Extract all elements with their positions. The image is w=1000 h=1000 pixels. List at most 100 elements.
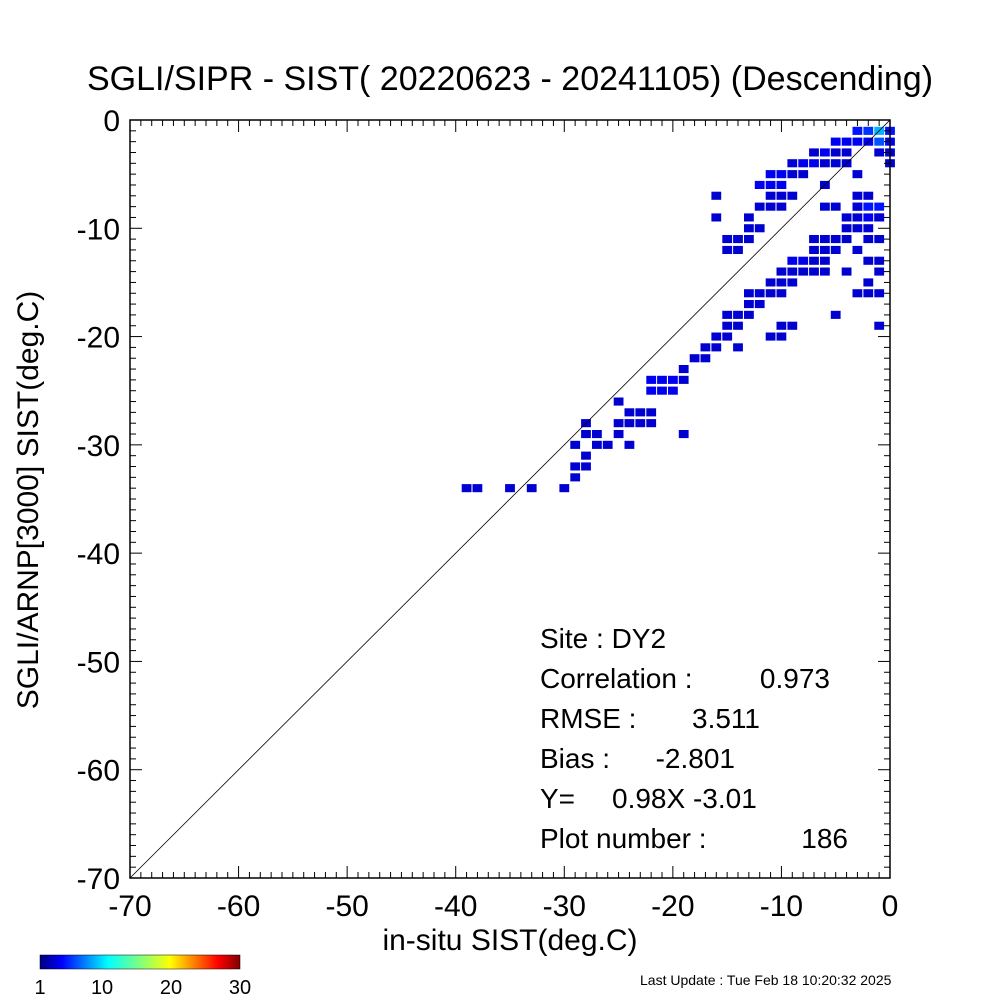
stat-value: 0.973	[760, 663, 830, 694]
heatmap-bin	[809, 159, 819, 168]
heatmap-bin	[733, 321, 743, 330]
heatmap-bin	[776, 191, 787, 200]
heatmap-bin	[700, 354, 711, 363]
y-tick-label: -20	[77, 322, 120, 355]
heatmap-bin	[820, 256, 830, 265]
heatmap-bin	[657, 375, 667, 384]
heatmap-bin	[754, 180, 765, 189]
heatmap-bin	[820, 148, 830, 157]
heatmap-bin	[841, 235, 852, 244]
heatmap-bin	[722, 235, 733, 244]
last-update-text: Last Update : Tue Feb 18 10:20:32 2025	[640, 972, 892, 988]
heatmap-bin	[809, 267, 819, 276]
heatmap-bin	[765, 202, 776, 211]
heatmap-bin	[863, 256, 874, 265]
heatmap-bin	[852, 191, 863, 200]
colorbar	[39, 954, 241, 970]
heatmap-bin	[841, 148, 852, 157]
heatmap-bin	[852, 213, 863, 222]
heatmap-bin	[787, 267, 798, 276]
heatmap-bin	[624, 419, 635, 428]
heatmap-bin	[776, 267, 787, 276]
heatmap-bin	[776, 332, 787, 341]
heatmap-bin	[754, 202, 765, 211]
stat-label: RMSE :	[540, 703, 636, 734]
heatmap-bin	[841, 137, 852, 146]
heatmap-bin	[722, 321, 733, 330]
heatmap-bin	[863, 213, 874, 222]
heatmap-bin	[809, 235, 819, 244]
heatmap-bin	[863, 278, 874, 287]
x-tick-label: -20	[651, 890, 694, 923]
heatmap-bin	[526, 484, 537, 493]
heatmap-bin	[787, 321, 798, 330]
heatmap-bin	[874, 137, 885, 146]
heatmap-bin	[581, 451, 591, 460]
heatmap-bin	[852, 170, 863, 179]
y-tick-label: 0	[103, 105, 120, 138]
heatmap-bin	[461, 484, 472, 493]
y-tick-label: -70	[77, 863, 120, 896]
x-tick-label: -60	[217, 890, 260, 923]
x-tick-label: -30	[543, 890, 586, 923]
stat-label: Y=	[540, 783, 575, 814]
heatmap-bin	[646, 375, 657, 384]
heatmap-bin	[787, 278, 798, 287]
heatmap-bin	[798, 267, 809, 276]
heatmap-bin	[863, 126, 874, 135]
heatmap-bin	[711, 332, 722, 341]
heatmap-bin	[624, 440, 635, 449]
heatmap-bin	[863, 202, 874, 211]
x-tick-label: 0	[882, 890, 899, 923]
heatmap-bin	[559, 484, 570, 493]
stat-value: 3.511	[692, 703, 760, 734]
heatmap-bin	[809, 245, 819, 254]
heatmap-bin	[765, 180, 776, 189]
heatmap-bin	[863, 235, 874, 244]
heatmap-bin	[570, 473, 581, 482]
heatmap-bin	[592, 440, 602, 449]
heatmap-bin	[722, 245, 733, 254]
heatmap-bin	[863, 191, 874, 200]
colorbar-tick-label: 1	[34, 977, 45, 999]
heatmap-bin	[722, 332, 733, 341]
heatmap-bin	[635, 408, 646, 417]
heatmap-bin	[711, 191, 722, 200]
heatmap-bin	[744, 224, 754, 233]
x-tick-label: -40	[434, 890, 477, 923]
heatmap-bin	[874, 202, 885, 211]
stat-label: Plot number :	[540, 823, 707, 854]
heatmap-bin	[613, 419, 624, 428]
stat-label: Bias :	[540, 743, 610, 774]
heatmap-bin	[852, 137, 863, 146]
colorbar-tick-labels: 1 10 20 30	[34, 977, 251, 999]
y-tick-label: -60	[77, 755, 120, 788]
heatmap-bin	[798, 159, 809, 168]
heatmap-bin	[570, 440, 581, 449]
heatmap-bin	[787, 159, 798, 168]
heatmap-bin	[776, 170, 787, 179]
heatmap-bin	[776, 180, 787, 189]
heatmap-bin	[787, 170, 798, 179]
heatmap-bin	[830, 137, 841, 146]
heatmap-bin	[744, 235, 754, 244]
heatmap-bin	[809, 256, 819, 265]
heatmap-bin	[733, 245, 743, 254]
heatmap-bin	[472, 484, 483, 493]
heatmap-bin	[733, 235, 743, 244]
heatmap-bin	[863, 224, 874, 233]
heatmap-bin	[830, 148, 841, 157]
heatmap-bin	[722, 310, 733, 319]
y-axis-label: SGLI/ARNP[3000] SIST(deg.C)	[12, 291, 45, 710]
y-axis-tick-labels: 0 -10 -20 -30 -40 -50 -60 -70	[77, 105, 120, 896]
y-tick-label: -40	[77, 538, 120, 571]
heatmap-bin	[646, 419, 657, 428]
heatmap-bins	[461, 126, 895, 493]
heatmap-bin	[657, 386, 667, 395]
y-tick-label: -30	[77, 430, 120, 463]
heatmap-bin	[852, 126, 863, 135]
heatmap-bin	[646, 408, 657, 417]
y-tick-label: -50	[77, 646, 120, 679]
heatmap-bin	[678, 365, 689, 374]
heatmap-bin	[820, 267, 830, 276]
